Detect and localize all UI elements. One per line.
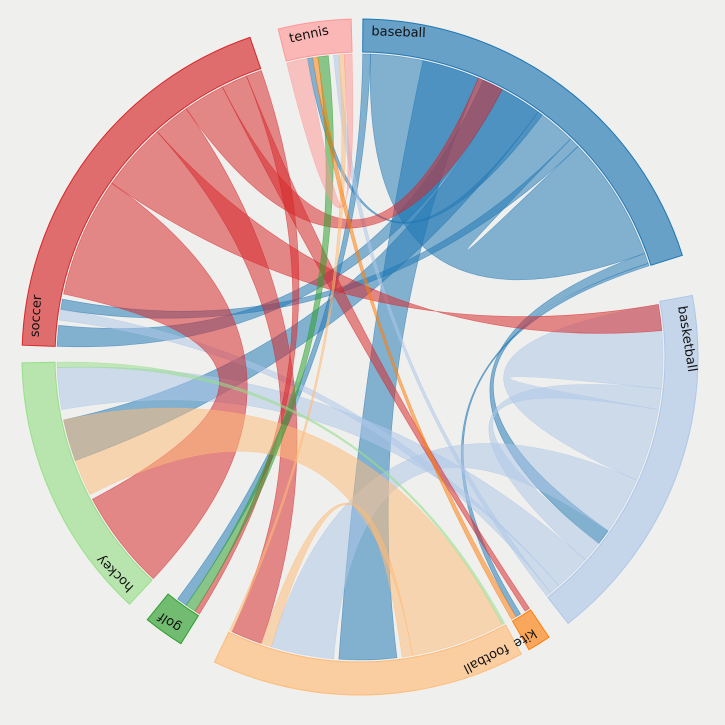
ribbon-baseball-kite[interactable]: [461, 262, 650, 618]
arcs-layer: [21, 18, 699, 696]
ribbon-soccer-golf[interactable]: [194, 70, 300, 615]
arc-football[interactable]: [213, 624, 522, 696]
ribbon-hockey-football[interactable]: [56, 361, 505, 625]
ribbons-layer: [56, 53, 664, 661]
arc-soccer[interactable]: [21, 36, 262, 347]
arc-baseball[interactable]: [362, 18, 683, 266]
arc-basketball[interactable]: [547, 294, 699, 625]
group-label-soccer: soccer: [28, 294, 46, 338]
ribbon-football-tennis[interactable]: [229, 54, 347, 633]
ribbon-football-football[interactable]: [260, 502, 413, 658]
arc-tennis[interactable]: [277, 18, 353, 62]
arc-golf[interactable]: [146, 593, 200, 645]
ribbon-basketball-soccer[interactable]: [58, 309, 560, 593]
ribbon-tennis-tennis[interactable]: [286, 53, 354, 208]
group-label-baseball: baseball: [371, 24, 426, 41]
arc-hockey[interactable]: [21, 361, 153, 605]
arc-kite[interactable]: [511, 609, 550, 651]
ribbon-basketball-basketball[interactable]: [488, 384, 662, 561]
ribbon-baseball-soccer[interactable]: [56, 79, 503, 348]
ribbon-kite-tennis[interactable]: [312, 56, 517, 620]
ribbon-basketball-tennis[interactable]: [333, 54, 552, 597]
